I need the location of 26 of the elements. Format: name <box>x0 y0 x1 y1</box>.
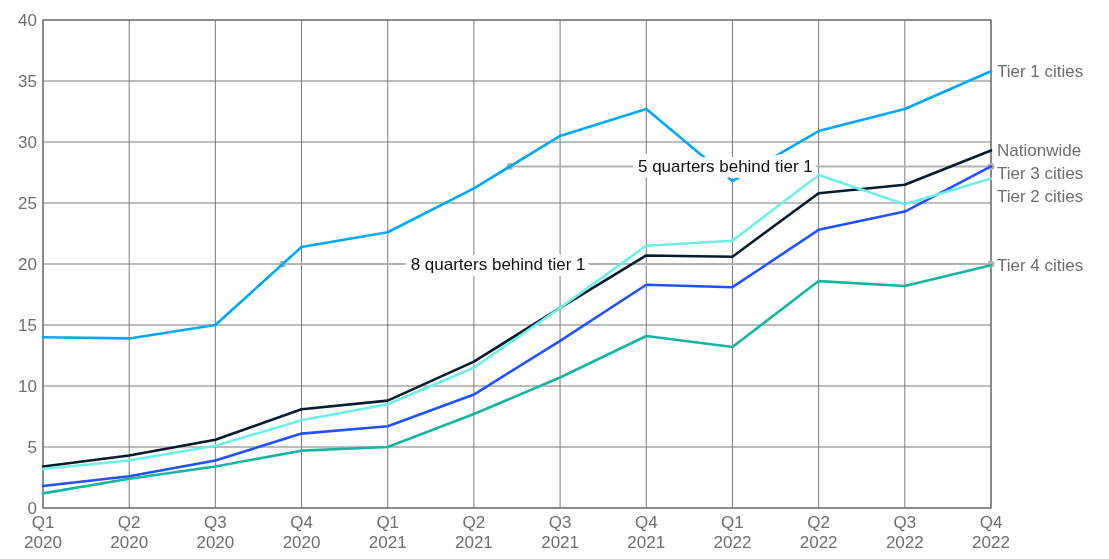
x-tick-label: Q3 2022 <box>885 513 924 552</box>
series-label: Nationwide <box>997 141 1082 161</box>
x-tick-label: Q1 2020 <box>24 513 62 552</box>
x-tick-label: Q4 2020 <box>282 513 321 552</box>
y-tick-label: 35 <box>18 71 37 91</box>
series-label: Tier 2 cities <box>997 187 1084 207</box>
x-tick-label: Q2 2020 <box>110 513 149 552</box>
y-tick-label: 40 <box>18 10 37 30</box>
x-tick-label: Q4 2021 <box>627 513 666 552</box>
x-tick-label: Q3 2020 <box>196 513 235 552</box>
y-tick-label: 25 <box>18 193 37 213</box>
x-tick-label: Q4 2022 <box>972 513 1010 552</box>
ref-line-label: 8 quarters behind tier 1 <box>410 254 586 274</box>
x-tick-label: Q2 2021 <box>455 513 493 552</box>
x-tick-label: Q1 2022 <box>713 513 752 552</box>
y-tick-label: 20 <box>18 254 37 274</box>
series-label: Tier 3 cities <box>997 164 1084 184</box>
x-tick-label: Q3 2021 <box>541 513 579 552</box>
y-tick-label: 10 <box>18 376 37 396</box>
series-label: Tier 1 cities <box>997 62 1084 82</box>
x-tick-label: Q2 2022 <box>799 513 838 552</box>
y-tick-label: 30 <box>18 132 37 152</box>
x-tick-label: Q1 2021 <box>368 513 407 552</box>
y-tick-label: 15 <box>18 315 37 335</box>
series-label: Tier 4 cities <box>997 256 1084 276</box>
y-tick-label: 5 <box>27 437 37 457</box>
